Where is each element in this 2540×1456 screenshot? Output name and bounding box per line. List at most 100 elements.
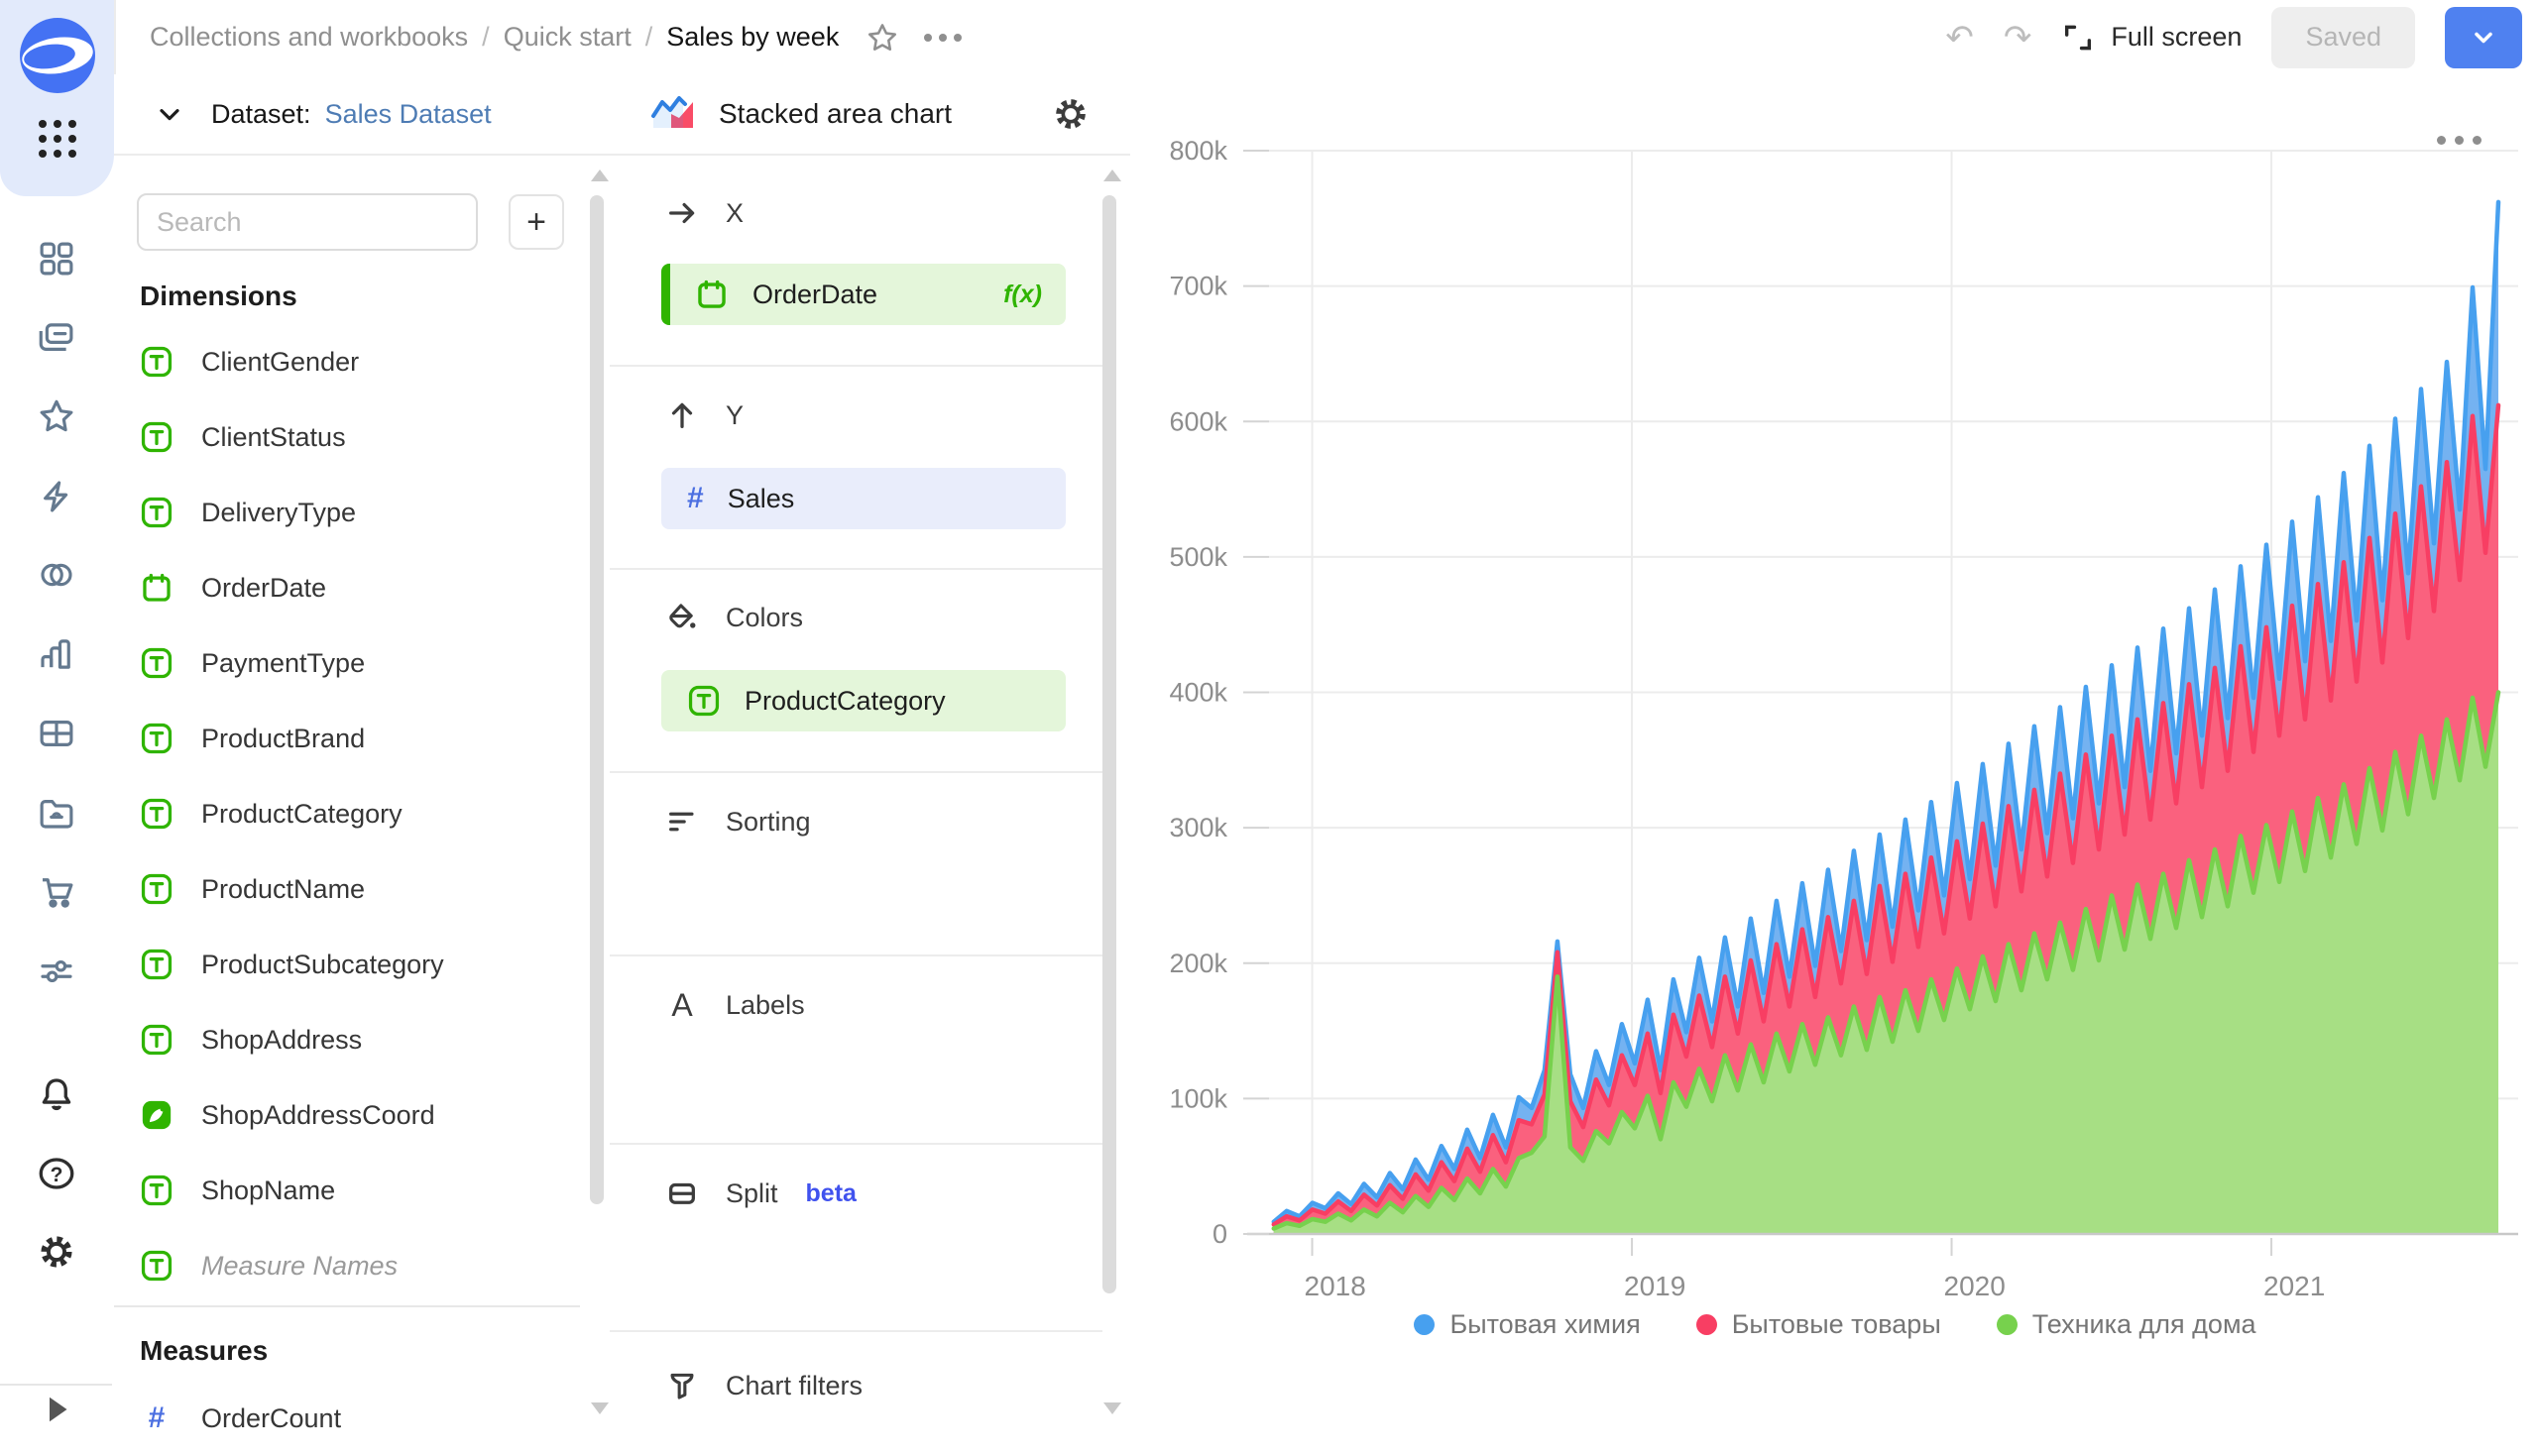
apps-grid-icon[interactable] (36, 117, 79, 161)
dashboards-icon[interactable] (33, 235, 80, 282)
header-actions: ↶ ↷ Full screen Saved (1945, 0, 2522, 74)
colors-field-productcategory[interactable]: ProductCategory (661, 670, 1066, 731)
dataset-field-productcategory[interactable]: ProductCategory (114, 776, 580, 851)
services-sliders-icon[interactable] (33, 948, 80, 995)
dataset-field-productname[interactable]: ProductName (114, 851, 580, 927)
search-input[interactable] (137, 193, 478, 251)
viz-scrollbar[interactable] (1102, 195, 1116, 1293)
colors-field-label: ProductCategory (745, 685, 946, 716)
tables-icon[interactable] (33, 710, 80, 757)
connections-icon[interactable] (33, 551, 80, 599)
section-labels[interactable]: A Labels (664, 986, 804, 1023)
section-x-label: X (726, 197, 745, 228)
saved-button[interactable]: Saved (2271, 6, 2415, 68)
dataset-field-shopaddresscoord[interactable]: ShopAddressCoord (114, 1077, 580, 1153)
scroll-up-arrow[interactable] (1103, 169, 1121, 181)
labels-a-icon: A (671, 986, 693, 1023)
dataset-scrollbar[interactable] (590, 195, 604, 1204)
x-field-orderdate[interactable]: OrderDate f(x) (661, 264, 1066, 325)
dataset-field-clientgender[interactable]: ClientGender (114, 324, 580, 399)
stacked-area-chart-icon[interactable] (649, 92, 697, 137)
favorites-star-icon[interactable] (33, 392, 80, 440)
save-dropdown-button[interactable] (2445, 6, 2522, 68)
collections-icon[interactable] (33, 314, 80, 362)
dataset-field-shopaddress[interactable]: ShopAddress (114, 1002, 580, 1077)
charts-icon[interactable] (33, 630, 80, 678)
dataset-panel: Dataset: Sales Dataset + Dimensions Clie… (114, 74, 612, 1434)
legend-item-техника-для-дома[interactable]: Техника для дома (1996, 1309, 2256, 1340)
arrow-right-icon (664, 195, 700, 231)
svg-text:2020: 2020 (1944, 1271, 2006, 1301)
favorite-star-icon[interactable] (865, 20, 900, 56)
dataset-field-deliverytype[interactable]: DeliveryType (114, 475, 580, 550)
svg-text:800k: 800k (1169, 136, 1227, 166)
dataset-field-measure-names[interactable]: Measure Names (114, 1228, 580, 1303)
redo-icon[interactable]: ↷ (2003, 18, 2032, 56)
sorting-icon (664, 804, 700, 840)
settings-gear-icon[interactable] (33, 1228, 80, 1276)
scroll-down-arrow[interactable] (1103, 1402, 1121, 1414)
dataset-field-ordercount[interactable]: # OrderCount (148, 1401, 342, 1434)
dataset-field-shopname[interactable]: ShopName (114, 1153, 580, 1228)
undo-icon[interactable]: ↶ (1945, 18, 1974, 56)
section-chart-filters[interactable]: Chart filters (664, 1368, 863, 1403)
add-field-button[interactable]: + (509, 194, 564, 250)
dimensions-list: ClientGender ClientStatus DeliveryType Orde… (114, 324, 580, 1303)
chart-settings-gear-icon[interactable] (1051, 94, 1091, 134)
section-split-label: Split (726, 1177, 778, 1208)
svg-text:400k: 400k (1169, 678, 1227, 708)
divider (610, 365, 1102, 367)
section-sorting-label: Sorting (726, 806, 811, 837)
section-x[interactable]: X (664, 195, 744, 231)
dimensions-title: Dimensions (140, 280, 297, 311)
logo-container (0, 0, 114, 196)
scroll-up-arrow[interactable] (591, 169, 609, 181)
dataset-field-productbrand[interactable]: ProductBrand (114, 701, 580, 776)
datalens-logo[interactable] (18, 16, 97, 95)
legend-item-бытовая-химия[interactable]: Бытовая химия (1414, 1309, 1641, 1340)
divider (610, 568, 1102, 570)
chart-menu-icon[interactable] (2437, 136, 2482, 145)
chart-type-title[interactable]: Stacked area chart (719, 98, 953, 129)
svg-text:300k: 300k (1169, 813, 1227, 842)
quick-actions-lightning-icon[interactable] (33, 473, 80, 520)
section-colors-label: Colors (726, 602, 804, 632)
divider (610, 954, 1102, 956)
dataset-field-clientstatus[interactable]: ClientStatus (114, 399, 580, 475)
collapse-chevron-icon[interactable] (154, 98, 185, 130)
stacked-area-chart[interactable]: 800k 700k 600k 500k 400k 300k 200k 100k 0 2018 201… (1130, 74, 2540, 1429)
section-split[interactable]: Split beta (664, 1176, 857, 1211)
scroll-down-arrow[interactable] (591, 1402, 609, 1414)
dataset-field-orderdate[interactable]: OrderDate (114, 550, 580, 625)
chart-legend: Бытовая химия Бытовые товары Техника для д… (1130, 1309, 2540, 1340)
y-field-sales[interactable]: # Sales (661, 468, 1066, 529)
visualization-panel: Stacked area chart X OrderDate f(x) (610, 74, 1132, 1429)
help-icon[interactable]: ? (33, 1150, 80, 1197)
breadcrumb-separator: / (482, 22, 490, 52)
storage-folder-icon[interactable] (33, 789, 80, 837)
section-sorting[interactable]: Sorting (664, 804, 811, 840)
more-actions-icon[interactable] (924, 33, 963, 42)
svg-text:500k: 500k (1169, 542, 1227, 572)
legend-item-бытовые-товары[interactable]: Бытовые товары (1695, 1309, 1941, 1340)
dataset-field-paymenttype[interactable]: PaymentType (114, 625, 580, 701)
dataset-name-link[interactable]: Sales Dataset (324, 98, 492, 129)
y-field-label: Sales (727, 483, 795, 513)
page-title: Sales by week (666, 22, 840, 52)
section-colors[interactable]: Colors (664, 600, 803, 635)
breadcrumb-quick-start[interactable]: Quick start (503, 22, 632, 52)
expand-panel-icon[interactable] (33, 1386, 80, 1433)
svg-text:200k: 200k (1169, 949, 1227, 978)
breadcrumb-collections[interactable]: Collections and workbooks (150, 22, 469, 52)
top-header: Collections and workbooks / Quick start … (114, 0, 2540, 76)
marketplace-cart-icon[interactable] (33, 868, 80, 916)
number-hash-icon: # (687, 482, 704, 514)
dataset-field-productsubcategory[interactable]: ProductSubcategory (114, 927, 580, 1002)
notifications-bell-icon[interactable] (33, 1070, 80, 1118)
measures-list: # OrderCount (114, 1381, 580, 1456)
fullscreen-icon[interactable] (2061, 21, 2095, 55)
section-y[interactable]: Y (664, 397, 744, 433)
fullscreen-label[interactable]: Full screen (2111, 22, 2243, 52)
formula-fx-icon[interactable]: f(x) (1003, 280, 1042, 308)
legend-dot (1695, 1314, 1717, 1335)
